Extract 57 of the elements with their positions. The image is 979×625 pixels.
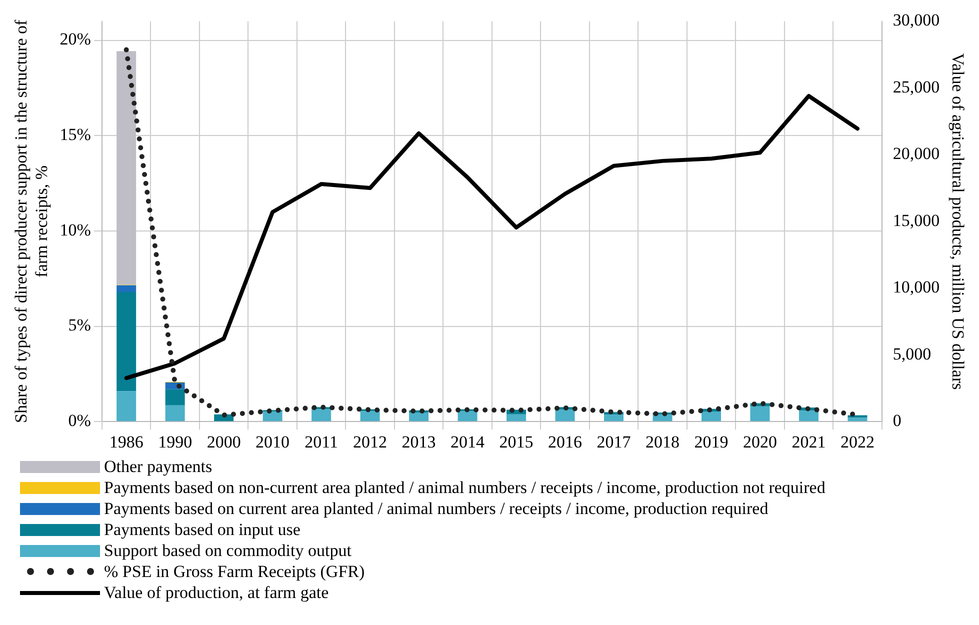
x-tick-label: 1990 bbox=[158, 432, 192, 452]
bar bbox=[116, 285, 136, 292]
x-tick-label: 2014 bbox=[450, 432, 486, 452]
bar bbox=[312, 409, 332, 422]
bar bbox=[409, 412, 429, 422]
y-axis-title: Share of types of direct producer support in the structure of farm receipts, % bbox=[12, 19, 52, 423]
legend-label: % PSE in Gross Farm Receipts (GFR) bbox=[104, 561, 365, 582]
y-tick-label: 0% bbox=[68, 411, 91, 430]
y2-tick-label: 15,000 bbox=[892, 210, 940, 230]
bar bbox=[458, 411, 478, 422]
y2-tick-label: 0 bbox=[892, 411, 902, 430]
legend-label: Payments based on non-current area planted / animal numbers / receipts / income, production not required bbox=[104, 477, 826, 498]
bar bbox=[165, 389, 185, 406]
legend-label: Payments based on input use bbox=[104, 519, 300, 540]
x-tick-label: 2018 bbox=[646, 432, 680, 452]
bar bbox=[750, 406, 770, 422]
x-tick-label: 2020 bbox=[742, 432, 777, 452]
y2-tick-label: 5,000 bbox=[892, 344, 932, 364]
y2-tick-label: 10,000 bbox=[892, 278, 940, 297]
bar bbox=[652, 414, 672, 422]
bar bbox=[848, 418, 868, 422]
x-tick-label: 2011 bbox=[304, 432, 338, 452]
bar bbox=[555, 410, 575, 422]
x-tick-label: 2016 bbox=[548, 432, 582, 452]
legend-label: Value of production, at farm gate bbox=[104, 582, 329, 603]
x-tick-label: 2010 bbox=[256, 432, 290, 452]
bar bbox=[165, 405, 185, 422]
bar bbox=[116, 292, 136, 392]
y-tick-label: 20% bbox=[60, 30, 91, 49]
x-tick-label: 1986 bbox=[109, 432, 144, 452]
y-tick-label: 10% bbox=[60, 220, 91, 240]
x-tick-label: 2015 bbox=[499, 432, 534, 452]
y2-tick-label: 20,000 bbox=[892, 144, 940, 164]
y-tick-label: 5% bbox=[68, 316, 91, 335]
x-tick-label: 2019 bbox=[694, 432, 728, 452]
y2-tick-label: 25,000 bbox=[892, 77, 940, 96]
x-tick-label: 2021 bbox=[792, 432, 826, 452]
bar bbox=[116, 391, 136, 422]
x-tick-label: 2000 bbox=[206, 432, 241, 452]
bar bbox=[116, 51, 136, 285]
bar bbox=[262, 412, 282, 422]
legend-label: Payments based on current area planted / animal numbers / receipts / income, production required bbox=[104, 498, 768, 519]
bar bbox=[848, 415, 868, 418]
x-tick-label: 2012 bbox=[353, 432, 388, 452]
bar bbox=[360, 411, 380, 422]
bar bbox=[604, 414, 624, 422]
x-tick-label: 2017 bbox=[596, 432, 632, 452]
x-tick-label: 2013 bbox=[402, 432, 436, 452]
x-tick-label: 2022 bbox=[840, 432, 874, 452]
bar bbox=[702, 411, 721, 422]
y2-axis-title: Value of agricultural products, million US dollars bbox=[948, 53, 968, 390]
legend-label: Other payments bbox=[104, 456, 212, 477]
bar bbox=[506, 414, 526, 422]
y2-tick-label: 30,000 bbox=[892, 10, 940, 30]
legend-label: Support based on commodity output bbox=[104, 540, 352, 561]
y-tick-label: 15% bbox=[60, 125, 91, 144]
bar bbox=[798, 410, 818, 422]
